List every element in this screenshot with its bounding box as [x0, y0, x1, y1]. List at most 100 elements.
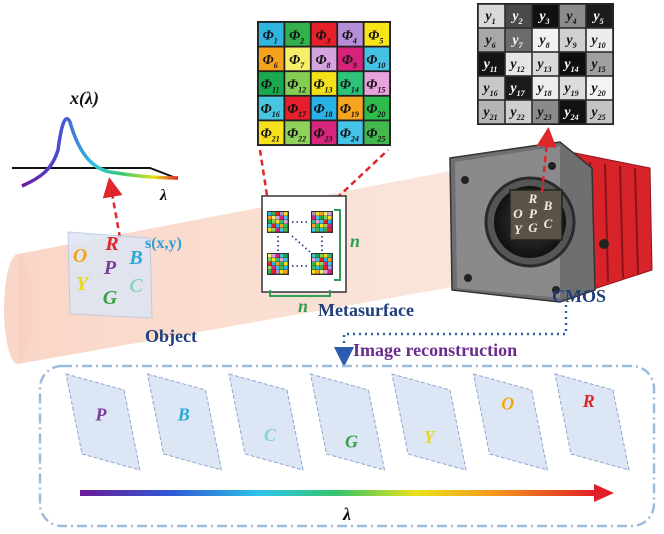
y-cell: y6 [478, 28, 505, 52]
y-cell: y17 [505, 76, 532, 100]
y-cell: y13 [532, 52, 559, 76]
y-cell-label: y25 [589, 105, 605, 122]
phi-cell: Φ10 [363, 46, 390, 72]
phi-cell-label: Φ19 [340, 102, 359, 119]
cmos-label: CMOS [552, 286, 606, 306]
phi-cell-label: Φ13 [313, 78, 332, 95]
reconstruction-label: Image reconstruction [353, 340, 517, 360]
y-cell: y20 [586, 76, 613, 100]
object-label: Object [145, 326, 197, 346]
y-cell: y10 [586, 28, 613, 52]
y-cell-label: y2 [510, 9, 522, 26]
y-cell: y18 [532, 76, 559, 100]
phi-cell: Φ18 [310, 95, 338, 121]
spectrum-axis-label: λ [159, 187, 167, 204]
phi-cell-label: Φ18 [313, 102, 332, 119]
metasurface: n n Metasurface [261, 195, 414, 320]
metasurface-n-bottom: n [298, 296, 308, 316]
phi-cell: Φ9 [337, 46, 364, 72]
y-cell: y25 [586, 100, 613, 124]
sensor-letter: O [513, 206, 523, 221]
wavelength-arrowhead [594, 484, 614, 502]
phi-cell-label: Φ23 [313, 127, 332, 144]
y-cell: y15 [586, 52, 613, 76]
reconstruction-frame: P [65, 373, 141, 471]
y-cell-label: y9 [564, 33, 576, 50]
phi-cell: Φ12 [284, 71, 311, 96]
y-cell-label: y3 [537, 9, 549, 26]
y-cell: y22 [505, 100, 532, 124]
metasurface-block [311, 253, 333, 275]
y-cell-label: y5 [591, 9, 603, 26]
reconstruction-connector [334, 305, 568, 367]
y-cell: y16 [478, 76, 505, 100]
object-letter: B [128, 247, 142, 269]
y-cell-label: y15 [589, 57, 605, 74]
phi-cell-label: Φ8 [315, 53, 330, 70]
metasurface-bracket-right [334, 209, 341, 281]
reconstruction-letter: O [501, 394, 514, 414]
wavelength-bar [80, 490, 596, 496]
y-cell: y11 [478, 52, 505, 76]
y-cell: y21 [478, 100, 505, 124]
y-cell: y3 [532, 4, 559, 28]
reconstruction-letter: B [177, 405, 190, 425]
phi-cell-label: Φ1 [263, 28, 278, 45]
phi-cell: Φ7 [284, 46, 311, 72]
reconstruction-frame: O [472, 373, 549, 471]
metasurface-label: Metasurface [318, 300, 414, 320]
phi-cell-label: Φ7 [289, 53, 305, 70]
y-cell-label: y7 [510, 33, 523, 50]
phi-grid: Φ1 Φ2 Φ3 Φ4 Φ5 Φ6 Φ7 Φ8 Φ9 Φ10 Φ11 Φ12 Φ13 Φ14 Φ15 Φ16 Φ… [257, 21, 391, 146]
y-cell-label: y13 [535, 57, 551, 74]
phi-cell: Φ5 [363, 22, 390, 47]
phi-cell: Φ17 [284, 95, 311, 121]
y-cell: y4 [559, 4, 586, 28]
phi-cell: Φ21 [258, 120, 285, 145]
metasurface-block [267, 211, 289, 233]
y-cell: y19 [559, 76, 586, 100]
reconstruction-letter: G [345, 432, 358, 452]
cmos-sensor-letters: RO PB Y G C [513, 191, 552, 237]
object-letter: O [73, 245, 87, 267]
phi-cell: Φ2 [284, 22, 311, 47]
metasurface-cells [267, 211, 333, 275]
object-signal-label: s(x,y) [145, 235, 182, 252]
y-grid: y1 y2 y3 y4 y5 y6 y7 y8 y9 y10 y11 y12 y13 y14 y15 y16 y… [477, 3, 614, 125]
object-letter: Y [76, 273, 90, 295]
reconstruction-letter: C [264, 425, 277, 445]
phi-cell-label: Φ24 [340, 127, 359, 144]
phi-cell: Φ3 [310, 22, 338, 47]
phi-cell-label: Φ17 [287, 102, 307, 119]
phi-cell: Φ15 [363, 71, 390, 96]
object-letters: ORP B YGC [73, 233, 144, 309]
metasurface-plate [261, 195, 347, 293]
reconstruction-panel: P B C G Y O R λ [38, 364, 656, 528]
reconstruction-frame: C [228, 373, 304, 471]
phi-cell-label: Φ4 [342, 28, 357, 45]
cmos-camera: RO PB Y G C CMOS [449, 141, 653, 306]
phi-cell-label: Φ16 [261, 102, 280, 119]
y-cell-label: y1 [483, 9, 495, 26]
sensor-letter: P [529, 206, 538, 221]
metasurface-block [267, 253, 289, 275]
y-cell-label: y8 [537, 33, 549, 50]
spectrum-title: x(λ) [69, 88, 99, 109]
object-to-spectrum-arrow [102, 177, 123, 239]
y-cell-label: y12 [508, 57, 524, 74]
y-cell: y8 [532, 28, 559, 52]
phi-cell: Φ25 [363, 120, 390, 145]
phi-cell-label: Φ6 [263, 53, 278, 70]
sensor-letter: C [544, 216, 553, 231]
phi-cell: Φ19 [337, 95, 364, 121]
wavelength-label: λ [342, 504, 351, 524]
y-cell-label: y21 [481, 105, 497, 122]
reconstruction-frames: P B C G Y O R [65, 373, 630, 471]
y-cell: y7 [505, 28, 532, 52]
y-cell-label: y14 [562, 57, 578, 74]
phi-cell-label: Φ10 [366, 53, 385, 70]
object-letter: R [104, 233, 118, 255]
y-cell: y9 [559, 28, 586, 52]
y-cell: y1 [478, 4, 505, 28]
phi-cell: Φ20 [363, 95, 390, 121]
